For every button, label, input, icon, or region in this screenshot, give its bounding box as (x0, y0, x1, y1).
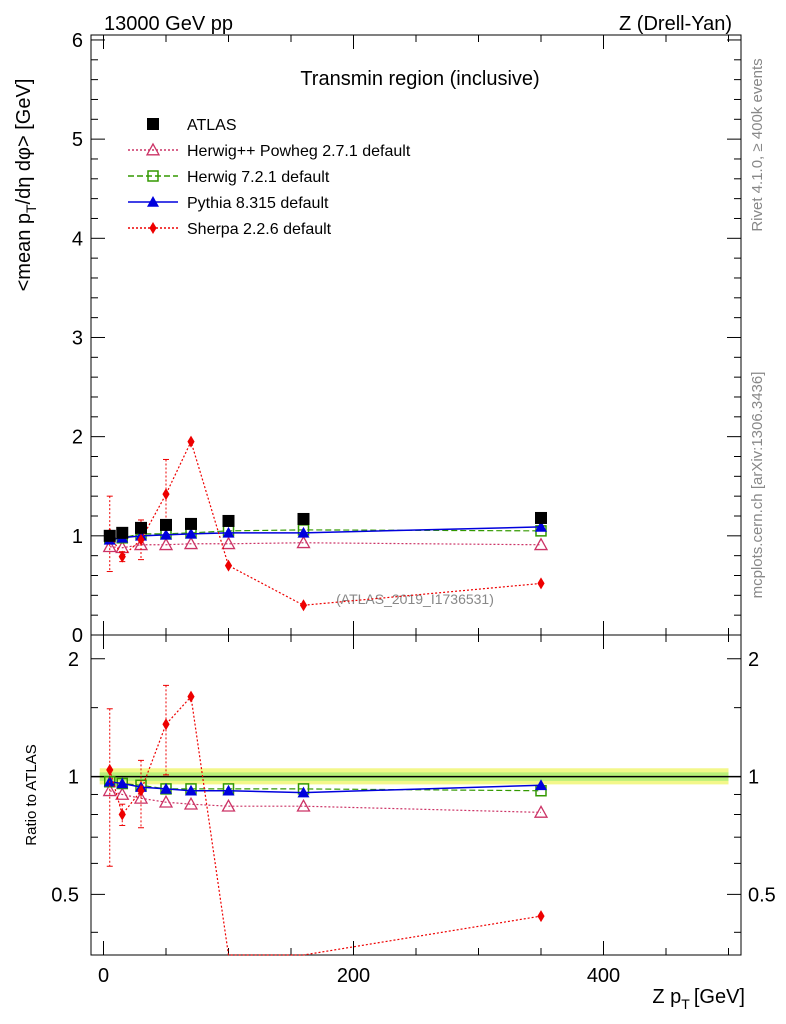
main-point-pythia (222, 526, 235, 538)
header-right: Z (Drell-Yan) (619, 13, 732, 35)
rivet-label: Rivet 4.1.0, ≥ 400k events (749, 58, 766, 231)
ratio-point-herwig (221, 798, 236, 812)
main-line-sherpa (109, 439, 542, 606)
legend-marker-sherpa (149, 222, 157, 234)
main-point-pythia (297, 526, 310, 538)
main-line-herwig (109, 542, 542, 549)
main-panel: Transmin region (inclusive) (ATLAS_2019_… (13, 30, 742, 647)
main-point-atlas (116, 526, 129, 539)
main-ticks: 0 1 2 3 4 5 6 (72, 30, 741, 647)
ratio-point-sherpa (162, 718, 170, 731)
x-axis-label: Z pT [GeV] (652, 986, 745, 1012)
ratio-y-axis-label: Ratio to ATLAS (23, 744, 40, 845)
ratio-y-tick-label: 1 (68, 767, 79, 789)
legend-label-sherpa: Sherpa 2.2.6 default (187, 221, 332, 238)
ratio-point-herwig (296, 798, 311, 812)
ratio-y-tick-label: 2 (68, 649, 79, 671)
ratio-point-sherpa (106, 763, 114, 776)
main-y-tick-label: 4 (72, 228, 83, 250)
main-point-herwig (158, 537, 174, 551)
ratio-point-sherpa (137, 784, 145, 797)
main-point-herwig (221, 536, 236, 550)
ratio-point-sherpa (118, 808, 126, 821)
main-point-sherpa (162, 488, 170, 501)
x-tick-label: 200 (337, 965, 370, 987)
main-point-sherpa (299, 599, 308, 612)
main-y-axis-label: <mean pT/dη dφ> [GeV] (13, 79, 39, 292)
legend-label-atlas: ATLAS (187, 117, 237, 134)
main-point-herwig (296, 535, 311, 549)
ratio-point-sherpa (187, 690, 195, 703)
header-left: 13000 GeV pp (104, 13, 233, 35)
ratio-series (102, 684, 549, 956)
main-point-herwig (102, 539, 117, 553)
mcplots-label: mcplots.cern.ch [arXiv:1306.3436] (749, 372, 766, 599)
legend-label-herwig: Herwig 7.2.1 default (187, 169, 330, 186)
main-y-tick-label: 1 (72, 526, 83, 548)
ratio-point-herwig (102, 783, 117, 797)
ratio-y-tick-label-right: 0.5 (748, 884, 776, 906)
ratio-point-pythia (160, 782, 172, 794)
legend-label-herwig: Herwig++ Powheg 2.7.1 default (187, 143, 411, 160)
legend: ATLAS Herwig++ Powheg 2.7.1 default Herwig… (128, 117, 411, 238)
ratio-point-pythia (185, 784, 197, 796)
ratio-point-sherpa (537, 910, 545, 923)
watermark: (ATLAS_2019_I1736531) (336, 591, 494, 607)
main-point-pythia (160, 528, 172, 540)
ratio-point-pythia (222, 784, 235, 796)
main-point-atlas (160, 518, 172, 531)
legend-marker-pythia (147, 196, 159, 207)
main-series (102, 435, 549, 612)
main-point-sherpa (118, 550, 126, 563)
ratio-line-herwig (109, 790, 542, 813)
legend-marker-atlas (147, 118, 159, 130)
main-point-atlas (103, 529, 116, 542)
main-point-sherpa (187, 435, 195, 448)
main-y-tick-label: 5 (72, 129, 83, 151)
ratio-point-pythia (535, 779, 547, 791)
main-point-atlas (135, 521, 147, 534)
ratio-point-herwig (133, 790, 149, 804)
main-point-herwig (533, 537, 549, 551)
main-point-pythia (185, 527, 197, 539)
main-point-atlas (222, 514, 235, 527)
main-point-pythia (535, 520, 547, 532)
main-point-atlas (185, 517, 197, 530)
x-tick-label: 400 (587, 965, 620, 987)
ratio-y-tick-label-right: 2 (748, 649, 759, 671)
main-point-herwig (183, 536, 199, 550)
main-y-tick-label: 0 (72, 625, 83, 647)
ratio-point-herwig (158, 794, 174, 808)
main-point-sherpa (224, 559, 233, 572)
ratio-y-tick-label-right: 1 (748, 767, 759, 789)
ratio-y-tick-label: 0.5 (51, 884, 79, 906)
main-point-atlas (297, 512, 310, 525)
legend-label-pythia: Pythia 8.315 default (187, 195, 329, 212)
legend-marker-herwig (145, 142, 161, 156)
ratio-panel: Ratio to ATLAS Z pT [GeV] 0.5 0.5 1 1 2 2 0 200 4… (23, 634, 776, 1012)
ratio-point-herwig (183, 796, 199, 810)
main-point-sherpa (537, 577, 545, 590)
ratio-band (91, 768, 741, 785)
main-y-tick-label: 2 (72, 427, 83, 449)
main-point-sherpa (137, 533, 145, 546)
legend-marker-herwig (147, 170, 159, 182)
ratio-ticks: 0.5 0.5 1 1 2 2 0 200 400 (51, 635, 776, 987)
main-y-tick-label: 6 (72, 30, 83, 52)
ratio-point-pythia (297, 786, 310, 798)
ratio-line-sherpa (109, 695, 542, 956)
ratio-line-herwig (109, 781, 542, 792)
x-tick-label: 0 (98, 965, 109, 987)
main-line-herwig (109, 529, 542, 539)
ratio-point-herwig (533, 805, 549, 818)
main-point-atlas (535, 511, 547, 524)
ratio-point-herwig (115, 787, 130, 800)
main-y-tick-label: 3 (72, 327, 83, 349)
ratio-point-pythia (116, 777, 129, 789)
main-title: Transmin region (inclusive) (300, 68, 539, 90)
